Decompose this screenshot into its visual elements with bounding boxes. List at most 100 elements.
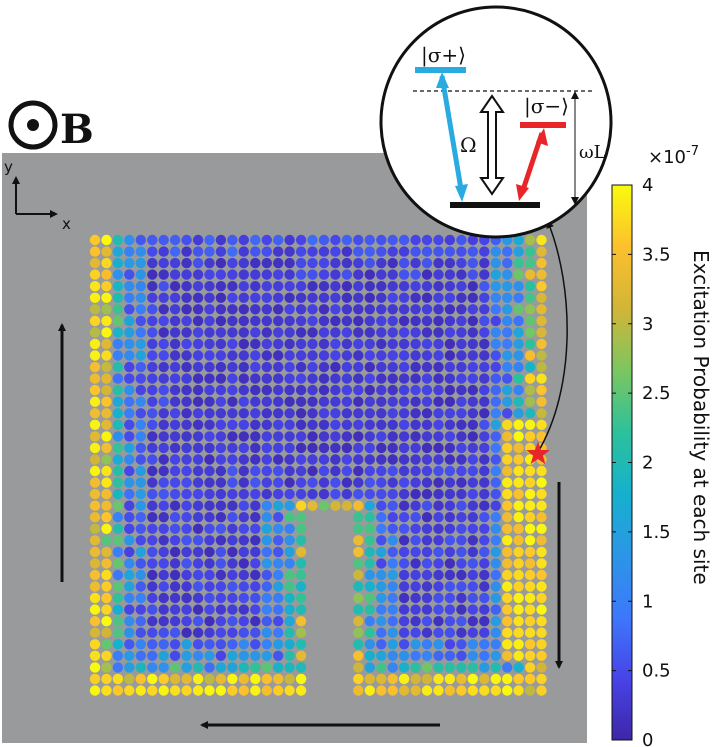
lattice-site bbox=[89, 304, 101, 315]
lattice-site bbox=[467, 581, 478, 592]
lattice-site bbox=[147, 616, 158, 627]
lattice-site bbox=[261, 327, 272, 338]
lattice-site bbox=[387, 304, 398, 315]
lattice-site bbox=[238, 442, 249, 454]
lattice-site bbox=[364, 281, 375, 292]
lattice-site bbox=[536, 512, 547, 523]
lattice-site bbox=[147, 431, 158, 442]
lattice-site bbox=[112, 650, 124, 661]
lattice-site bbox=[215, 465, 227, 477]
lattice-site bbox=[376, 488, 387, 500]
lattice-site bbox=[158, 408, 169, 419]
lattice-site bbox=[181, 673, 192, 685]
lattice-site bbox=[158, 396, 169, 407]
lattice-site bbox=[284, 304, 295, 315]
lattice-site bbox=[387, 581, 398, 592]
lattice-site bbox=[307, 454, 318, 465]
lattice-site bbox=[376, 373, 387, 384]
lattice-site bbox=[444, 650, 456, 661]
lattice-site bbox=[147, 361, 158, 373]
lattice-site bbox=[353, 662, 364, 673]
lattice-site bbox=[89, 627, 101, 638]
lattice-site bbox=[398, 673, 410, 685]
lattice-site bbox=[169, 338, 181, 350]
lattice-site bbox=[192, 523, 204, 534]
lattice-site bbox=[410, 454, 421, 465]
lattice-site bbox=[444, 662, 456, 673]
lattice-site bbox=[364, 650, 375, 661]
lattice-site bbox=[89, 685, 101, 696]
lattice-site bbox=[524, 257, 536, 269]
lattice-site bbox=[295, 627, 307, 638]
lattice-site bbox=[112, 338, 124, 350]
lattice-site bbox=[273, 673, 284, 685]
lattice-site bbox=[490, 246, 501, 257]
lattice-site bbox=[124, 627, 135, 638]
lattice-site bbox=[433, 327, 444, 338]
lattice-site bbox=[273, 639, 284, 650]
lattice-site bbox=[341, 384, 353, 396]
lattice-site bbox=[479, 581, 490, 592]
lattice-site bbox=[490, 373, 501, 384]
lattice-site bbox=[215, 315, 227, 327]
lattice-site bbox=[330, 327, 341, 338]
lattice-site bbox=[341, 304, 353, 315]
lattice-site bbox=[204, 373, 215, 384]
lattice-site bbox=[250, 650, 261, 661]
lattice-site bbox=[341, 292, 353, 303]
lattice-site bbox=[421, 569, 433, 581]
lattice-site bbox=[524, 408, 536, 419]
lattice-site bbox=[261, 627, 272, 638]
lattice-site bbox=[284, 315, 295, 327]
lattice-site bbox=[112, 512, 124, 523]
lattice-site bbox=[124, 616, 135, 627]
lattice-site bbox=[101, 350, 112, 361]
lattice-site bbox=[238, 581, 249, 592]
lattice-site bbox=[147, 569, 158, 581]
lattice-site bbox=[398, 292, 410, 303]
lattice-site bbox=[502, 304, 513, 315]
lattice-site bbox=[158, 592, 169, 604]
lattice-site bbox=[250, 673, 261, 685]
lattice-site bbox=[295, 488, 307, 500]
lattice-site bbox=[204, 523, 215, 534]
lattice-site bbox=[490, 384, 501, 396]
lattice-site bbox=[89, 350, 101, 361]
lattice-site bbox=[101, 558, 112, 569]
lattice-site bbox=[181, 338, 192, 350]
lattice-site bbox=[421, 419, 433, 430]
lattice-site bbox=[479, 373, 490, 384]
lattice-site bbox=[387, 558, 398, 569]
lattice-site bbox=[456, 500, 467, 511]
lattice-site bbox=[215, 396, 227, 407]
lattice-site bbox=[204, 535, 215, 546]
lattice-site bbox=[295, 246, 307, 257]
lattice-site bbox=[479, 604, 490, 615]
lattice-site bbox=[490, 477, 501, 488]
lattice-site bbox=[89, 246, 101, 257]
lattice-site bbox=[238, 685, 249, 696]
lattice-site bbox=[192, 408, 204, 419]
lattice-site bbox=[238, 454, 249, 465]
lattice-site bbox=[238, 361, 249, 373]
lattice-site bbox=[215, 292, 227, 303]
lattice-site bbox=[227, 488, 238, 500]
lattice-site bbox=[479, 558, 490, 569]
lattice-site bbox=[456, 685, 467, 696]
lattice-site bbox=[215, 373, 227, 384]
lattice-site bbox=[135, 569, 146, 581]
lattice-site bbox=[376, 269, 387, 280]
lattice-site bbox=[101, 488, 112, 500]
lattice-site bbox=[376, 569, 387, 581]
lattice-site bbox=[284, 673, 295, 685]
lattice-site bbox=[215, 408, 227, 419]
lattice-site bbox=[421, 535, 433, 546]
lattice-site bbox=[169, 477, 181, 488]
lattice-site bbox=[124, 350, 135, 361]
lattice-site bbox=[89, 592, 101, 604]
lattice-site bbox=[410, 292, 421, 303]
lattice-site bbox=[158, 673, 169, 685]
lattice-site bbox=[421, 650, 433, 661]
lattice-site bbox=[124, 477, 135, 488]
lattice-site bbox=[513, 281, 524, 292]
